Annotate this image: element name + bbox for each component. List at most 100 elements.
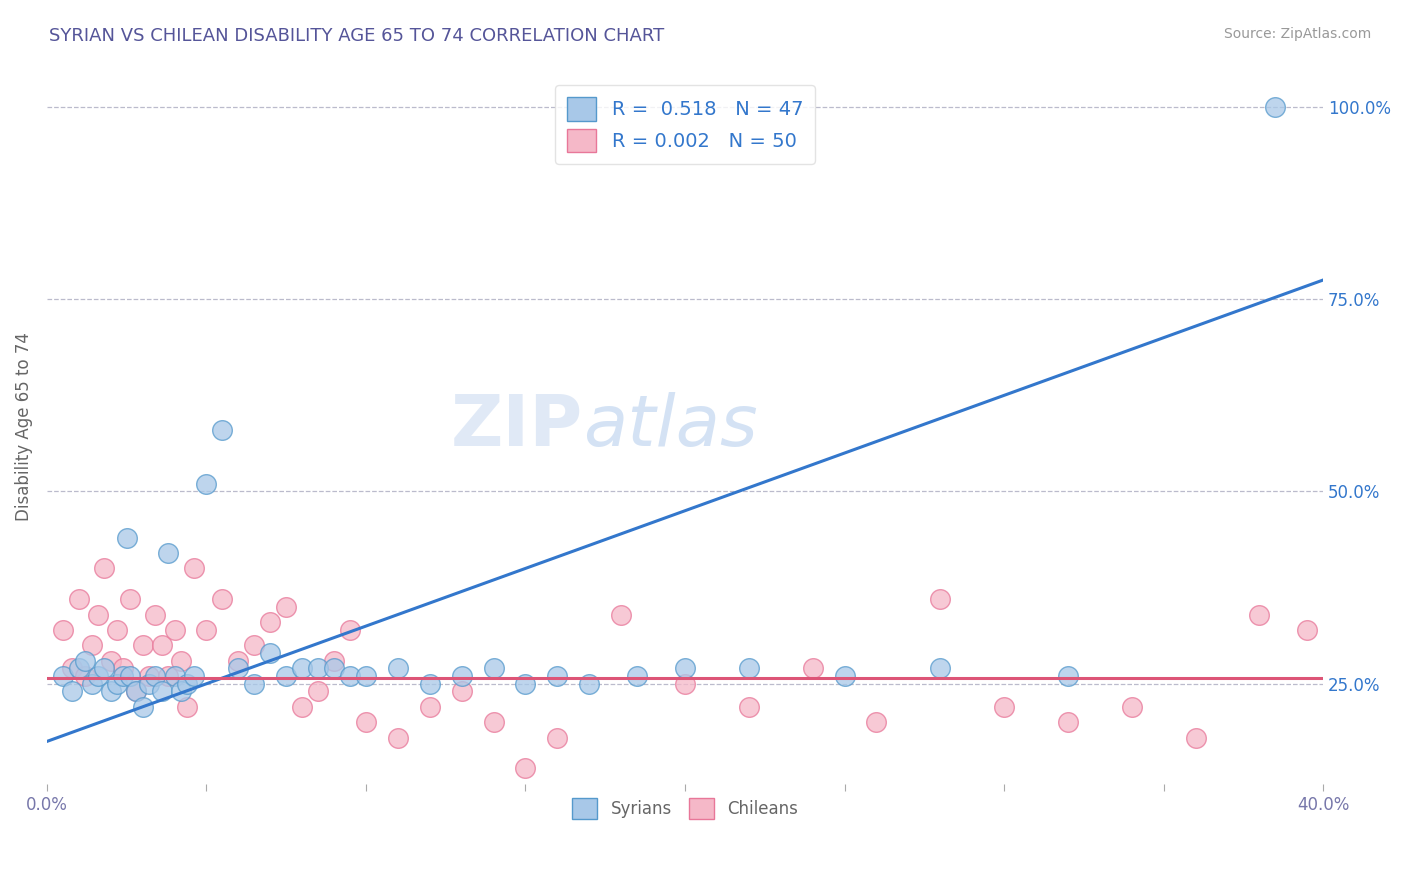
Point	[176, 677, 198, 691]
Point	[112, 661, 135, 675]
Point	[93, 661, 115, 675]
Point	[157, 546, 180, 560]
Point	[118, 592, 141, 607]
Point	[52, 669, 75, 683]
Point	[1057, 669, 1080, 683]
Point	[183, 669, 205, 683]
Point	[515, 761, 537, 775]
Point	[738, 699, 761, 714]
Point	[228, 661, 250, 675]
Point	[323, 661, 346, 675]
Point	[150, 684, 173, 698]
Point	[243, 638, 266, 652]
Point	[157, 669, 180, 683]
Point	[419, 677, 441, 691]
Point	[307, 684, 329, 698]
Point	[131, 638, 153, 652]
Point	[125, 684, 148, 698]
Point	[291, 699, 314, 714]
Point	[291, 661, 314, 675]
Point	[276, 669, 298, 683]
Point	[1184, 731, 1206, 745]
Point	[80, 677, 103, 691]
Point	[195, 476, 218, 491]
Point	[105, 623, 128, 637]
Point	[1057, 715, 1080, 730]
Point	[87, 607, 110, 622]
Point	[387, 731, 409, 745]
Point	[450, 684, 472, 698]
Point	[673, 661, 696, 675]
Point	[138, 677, 160, 691]
Point	[1121, 699, 1143, 714]
Point	[62, 661, 84, 675]
Point	[354, 715, 377, 730]
Point	[339, 669, 361, 683]
Point	[419, 699, 441, 714]
Point	[1264, 100, 1286, 114]
Point	[62, 684, 84, 698]
Point	[145, 607, 167, 622]
Text: SYRIAN VS CHILEAN DISABILITY AGE 65 TO 74 CORRELATION CHART: SYRIAN VS CHILEAN DISABILITY AGE 65 TO 7…	[49, 27, 665, 45]
Point	[67, 661, 90, 675]
Point	[228, 654, 250, 668]
Point	[578, 677, 600, 691]
Point	[195, 623, 218, 637]
Point	[307, 661, 329, 675]
Point	[673, 677, 696, 691]
Legend: Syrians, Chileans: Syrians, Chileans	[565, 792, 804, 825]
Point	[170, 684, 193, 698]
Point	[52, 623, 75, 637]
Point	[163, 669, 186, 683]
Point	[243, 677, 266, 691]
Point	[67, 592, 90, 607]
Point	[211, 423, 233, 437]
Point	[93, 561, 115, 575]
Point	[105, 677, 128, 691]
Point	[170, 654, 193, 668]
Point	[276, 599, 298, 614]
Point	[75, 654, 97, 668]
Point	[1296, 623, 1319, 637]
Point	[450, 669, 472, 683]
Point	[546, 669, 568, 683]
Point	[112, 669, 135, 683]
Point	[1249, 607, 1271, 622]
Point	[515, 677, 537, 691]
Point	[482, 661, 505, 675]
Point	[138, 669, 160, 683]
Point	[834, 669, 856, 683]
Point	[100, 684, 122, 698]
Y-axis label: Disability Age 65 to 74: Disability Age 65 to 74	[15, 332, 32, 521]
Point	[865, 715, 887, 730]
Point	[183, 561, 205, 575]
Point	[387, 661, 409, 675]
Point	[259, 615, 281, 630]
Point	[610, 607, 633, 622]
Point	[801, 661, 824, 675]
Point	[354, 669, 377, 683]
Point	[100, 654, 122, 668]
Point	[993, 699, 1015, 714]
Point	[259, 646, 281, 660]
Point	[929, 592, 952, 607]
Point	[80, 638, 103, 652]
Point	[125, 684, 148, 698]
Point	[163, 623, 186, 637]
Point	[323, 654, 346, 668]
Point	[87, 669, 110, 683]
Point	[115, 531, 138, 545]
Point	[145, 669, 167, 683]
Text: ZIP: ZIP	[451, 392, 583, 460]
Point	[150, 638, 173, 652]
Point	[75, 669, 97, 683]
Text: atlas: atlas	[583, 392, 758, 460]
Point	[131, 699, 153, 714]
Point	[546, 731, 568, 745]
Point	[118, 669, 141, 683]
Point	[176, 699, 198, 714]
Point	[738, 661, 761, 675]
Point	[482, 715, 505, 730]
Point	[211, 592, 233, 607]
Point	[929, 661, 952, 675]
